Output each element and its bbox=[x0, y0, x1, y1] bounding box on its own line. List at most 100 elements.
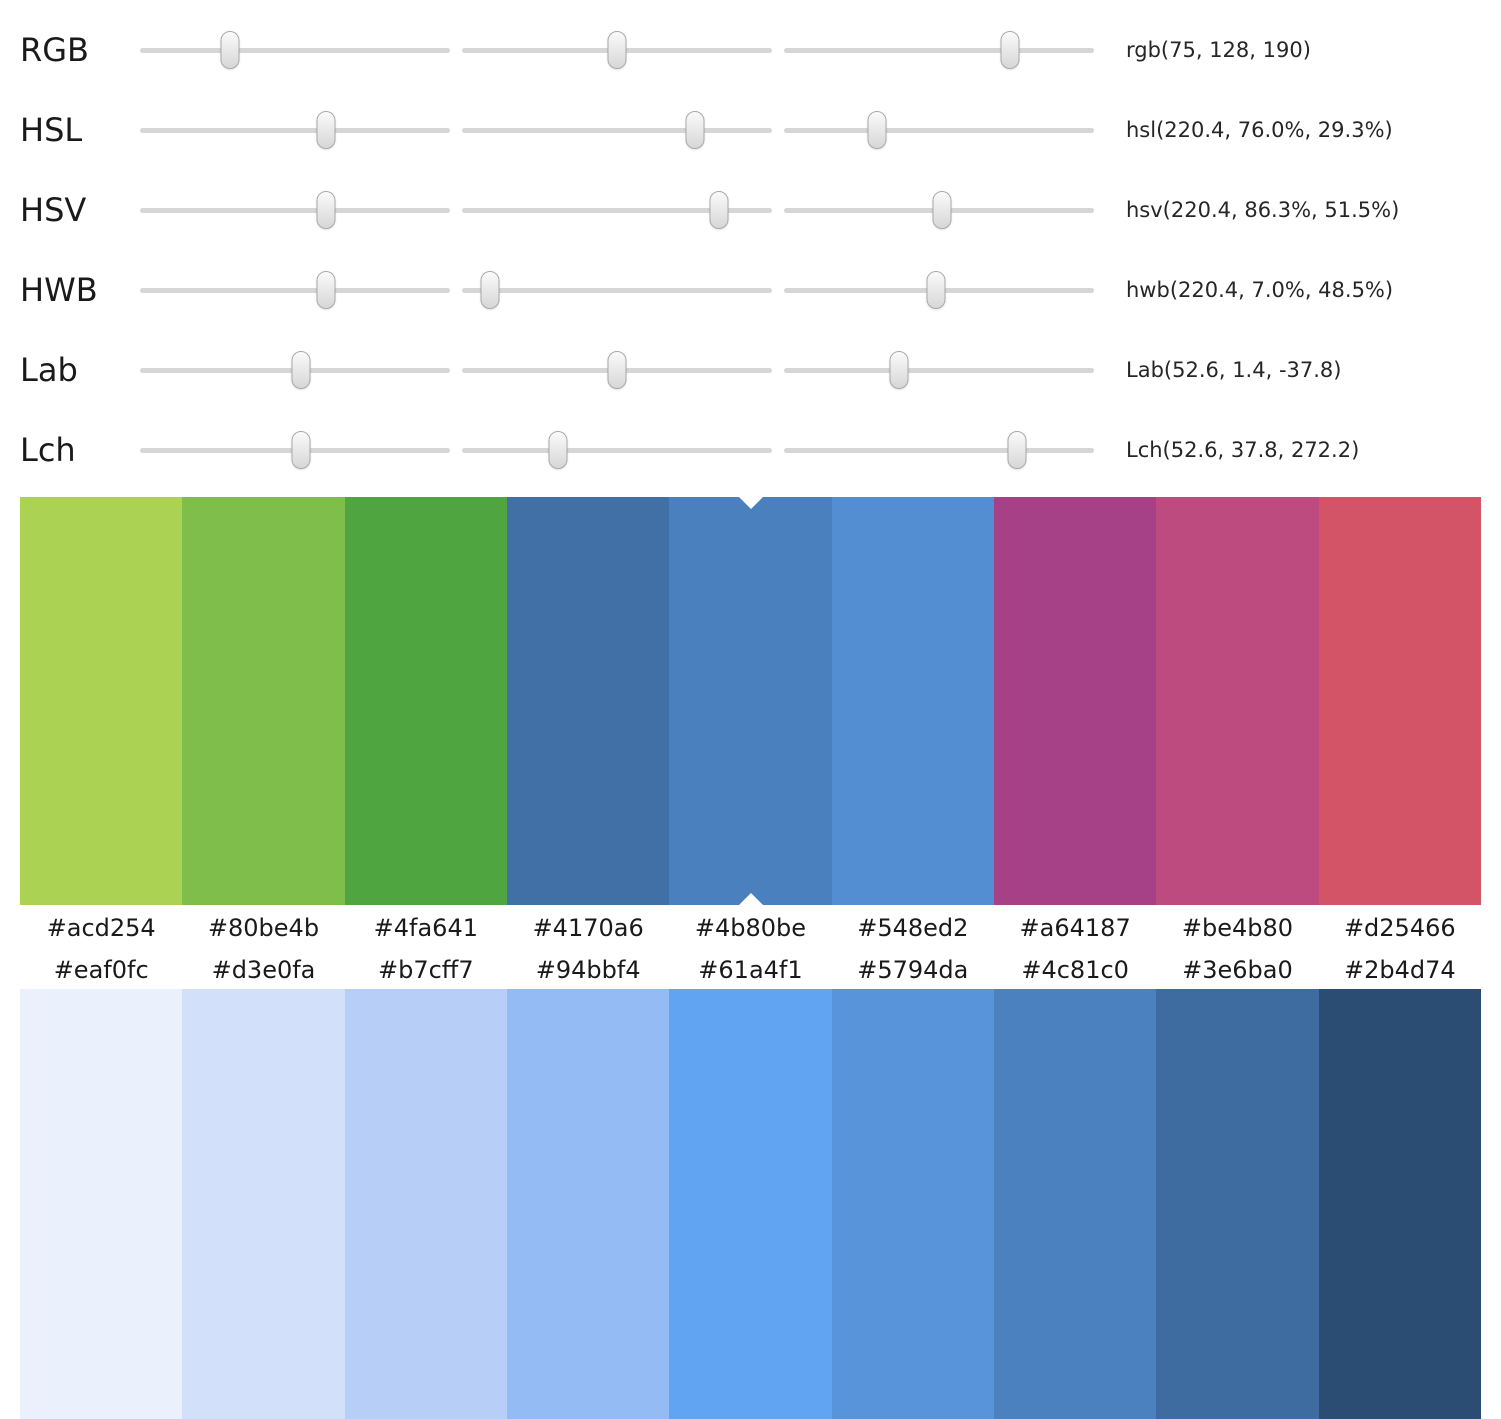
slider-thumb[interactable] bbox=[607, 31, 627, 69]
color-value-hwb: hwb(220.4, 7.0%, 48.5%) bbox=[1126, 278, 1394, 302]
slider-thumb[interactable] bbox=[1000, 31, 1020, 69]
swatch[interactable] bbox=[993, 497, 1157, 905]
swatch[interactable] bbox=[1318, 497, 1481, 905]
hsl-saturation-slider[interactable] bbox=[462, 106, 772, 154]
slider-row-lch: Lch Lch(52.6, 37.8, 272.2) bbox=[20, 410, 1481, 490]
hwb-blackness-slider[interactable] bbox=[784, 266, 1094, 314]
hsl-hue-slider[interactable] bbox=[140, 106, 450, 154]
hex-label: #3e6ba0 bbox=[1182, 956, 1293, 984]
slider-thumb[interactable] bbox=[480, 271, 500, 309]
hue-palette bbox=[20, 497, 1481, 905]
color-value-hsv: hsv(220.4, 86.3%, 51.5%) bbox=[1126, 198, 1400, 222]
slider-track bbox=[462, 127, 772, 133]
hex-label: #be4b80 bbox=[1181, 914, 1294, 942]
swatch[interactable] bbox=[506, 989, 670, 1419]
hex-label: #61a4f1 bbox=[698, 956, 803, 984]
slider-thumb[interactable] bbox=[316, 111, 336, 149]
hwb-hue-slider[interactable] bbox=[140, 266, 450, 314]
slider-thumb[interactable] bbox=[1007, 431, 1026, 469]
hex-label: #d25466 bbox=[1343, 914, 1456, 942]
swatch[interactable] bbox=[20, 989, 183, 1419]
slider-thumb[interactable] bbox=[889, 351, 909, 389]
slider-thumb[interactable] bbox=[867, 111, 887, 149]
hue-palette-labels: #acd254 #80be4b #4fa641 #4170a6 #4b80be … bbox=[20, 905, 1481, 951]
colorspace-label-rgb: RGB bbox=[20, 31, 89, 69]
lch-lightness-slider[interactable] bbox=[140, 426, 450, 474]
color-value-lch: Lch(52.6, 37.8, 272.2) bbox=[1126, 438, 1360, 462]
slider-thumb[interactable] bbox=[709, 191, 729, 229]
lch-hue-slider[interactable] bbox=[784, 426, 1094, 474]
selected-swatch-caret-top-icon bbox=[738, 497, 763, 509]
hsl-lightness-slider[interactable] bbox=[784, 106, 1094, 154]
swatch[interactable] bbox=[182, 497, 345, 905]
slider-thumb[interactable] bbox=[932, 191, 952, 229]
slider-track bbox=[784, 447, 1094, 453]
swatch[interactable] bbox=[20, 497, 183, 905]
slider-track bbox=[140, 47, 450, 53]
swatch[interactable] bbox=[669, 989, 832, 1419]
swatch[interactable] bbox=[1156, 989, 1319, 1419]
slider-track bbox=[784, 47, 1094, 53]
slider-thumb[interactable] bbox=[926, 271, 946, 309]
lab-lightness-slider[interactable] bbox=[140, 346, 450, 394]
swatch[interactable] bbox=[993, 989, 1157, 1419]
colorspace-label-hwb: HWB bbox=[20, 271, 98, 309]
lch-chroma-slider[interactable] bbox=[462, 426, 772, 474]
colorspace-label-lch: Lch bbox=[20, 431, 76, 469]
swatch-selected[interactable] bbox=[669, 497, 832, 905]
hex-label: #b7cff7 bbox=[378, 956, 474, 984]
slider-thumb[interactable] bbox=[548, 431, 568, 469]
colorspace-label-lab: Lab bbox=[20, 351, 78, 389]
slider-thumb[interactable] bbox=[291, 351, 311, 389]
green-slider[interactable] bbox=[462, 26, 772, 74]
hex-label: #eaf0fc bbox=[53, 956, 149, 984]
hex-label: #4b80be bbox=[694, 914, 807, 942]
hex-label: #548ed2 bbox=[857, 914, 969, 942]
slider-track bbox=[140, 287, 450, 293]
slider-row-hwb: HWB hwb(220.4, 7.0%, 48.5%) bbox=[20, 250, 1481, 330]
hex-label: #acd254 bbox=[46, 914, 156, 942]
swatch[interactable] bbox=[344, 497, 507, 905]
swatch[interactable] bbox=[182, 989, 345, 1419]
slider-row-lab: Lab Lab(52.6, 1.4, -37.8) bbox=[20, 330, 1481, 410]
swatch[interactable] bbox=[1318, 989, 1481, 1419]
slider-thumb[interactable] bbox=[291, 431, 311, 469]
blue-slider[interactable] bbox=[784, 26, 1094, 74]
hwb-whiteness-slider[interactable] bbox=[462, 266, 772, 314]
hsv-saturation-slider[interactable] bbox=[462, 186, 772, 234]
slider-thumb[interactable] bbox=[316, 271, 336, 309]
slider-thumb[interactable] bbox=[316, 191, 336, 229]
slider-track bbox=[784, 367, 1094, 373]
hsv-value-slider[interactable] bbox=[784, 186, 1094, 234]
slider-thumb[interactable] bbox=[220, 31, 240, 69]
colorspace-label-hsl: HSL bbox=[20, 111, 83, 149]
swatch[interactable] bbox=[506, 497, 670, 905]
lab-b-slider[interactable] bbox=[784, 346, 1094, 394]
shade-palette bbox=[20, 989, 1481, 1419]
hsv-hue-slider[interactable] bbox=[140, 186, 450, 234]
red-slider[interactable] bbox=[140, 26, 450, 74]
slider-track bbox=[140, 127, 450, 133]
hex-label: #80be4b bbox=[207, 914, 320, 942]
hex-label: #4170a6 bbox=[532, 914, 644, 942]
swatch[interactable] bbox=[1156, 497, 1319, 905]
lab-a-slider[interactable] bbox=[462, 346, 772, 394]
slider-thumb[interactable] bbox=[685, 111, 704, 149]
hex-label: #2b4d74 bbox=[1343, 956, 1456, 984]
hex-label: #a64187 bbox=[1019, 914, 1131, 942]
colorspace-sliders-panel: RGB rgb(75, 128, 190) HSL bbox=[0, 0, 1501, 490]
slider-row-hsl: HSL hsl(220.4, 76.0%, 29.3%) bbox=[20, 90, 1481, 170]
selected-swatch-caret-bottom-icon bbox=[738, 893, 763, 905]
swatch[interactable] bbox=[344, 989, 507, 1419]
swatch[interactable] bbox=[831, 989, 994, 1419]
shade-palette-labels: #eaf0fc #d3e0fa #b7cff7 #94bbf4 #61a4f1 … bbox=[20, 951, 1481, 989]
slider-track bbox=[462, 207, 772, 213]
slider-thumb[interactable] bbox=[607, 351, 627, 389]
slider-row-hsv: HSV hsv(220.4, 86.3%, 51.5%) bbox=[20, 170, 1481, 250]
slider-track bbox=[784, 127, 1094, 133]
colorspace-label-hsv: HSV bbox=[20, 191, 87, 229]
swatch[interactable] bbox=[831, 497, 994, 905]
color-value-lab: Lab(52.6, 1.4, -37.8) bbox=[1126, 358, 1342, 382]
color-value-hsl: hsl(220.4, 76.0%, 29.3%) bbox=[1126, 118, 1393, 142]
